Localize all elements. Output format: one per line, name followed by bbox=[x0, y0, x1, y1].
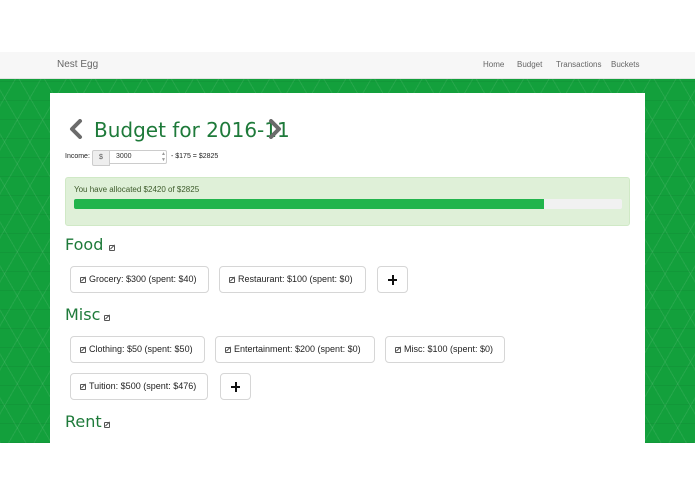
bucket-clothing[interactable]: Clothing: $50 (spent: $50) bbox=[70, 336, 205, 363]
edit-icon[interactable] bbox=[229, 277, 235, 283]
chevron-left-icon[interactable] bbox=[69, 119, 83, 139]
add-bucket-button[interactable] bbox=[220, 373, 251, 400]
currency-addon: $ bbox=[92, 150, 110, 166]
add-bucket-button[interactable] bbox=[377, 266, 408, 293]
nav-home[interactable]: Home bbox=[483, 60, 505, 69]
bucket-tuition[interactable]: Tuition: $500 (spent: $476) bbox=[70, 373, 208, 400]
edit-icon[interactable] bbox=[104, 315, 110, 321]
allocation-progress-bar bbox=[74, 199, 622, 209]
bucket-label: Entertainment: $200 (spent: $0) bbox=[234, 344, 361, 354]
nav-budget[interactable]: Budget bbox=[517, 60, 543, 69]
top-navbar: Nest Egg Home Budget Transactions Bucket… bbox=[0, 52, 695, 79]
category-title-rent: Rent bbox=[65, 412, 102, 431]
income-calculation: - $175 = $2825 bbox=[171, 153, 219, 160]
page-title: Budget for 2016-11 bbox=[94, 118, 290, 142]
edit-icon[interactable] bbox=[395, 347, 401, 353]
income-input[interactable] bbox=[109, 150, 167, 164]
income-label: Income: bbox=[65, 153, 90, 160]
budget-panel: Budget for 2016-11 Income: $ ▲▼ - $175 =… bbox=[50, 93, 645, 443]
bucket-label: Tuition: $500 (spent: $476) bbox=[89, 381, 197, 391]
bucket-label: Clothing: $50 (spent: $50) bbox=[89, 344, 193, 354]
bucket-label: Grocery: $300 (spent: $40) bbox=[89, 274, 197, 284]
bucket-entertainment[interactable]: Entertainment: $200 (spent: $0) bbox=[215, 336, 375, 363]
edit-icon[interactable] bbox=[109, 245, 115, 251]
bucket-misc[interactable]: Misc: $100 (spent: $0) bbox=[385, 336, 505, 363]
allocation-progress-fill bbox=[74, 199, 544, 209]
allocation-text: You have allocated $2420 of $2825 bbox=[74, 185, 200, 194]
bucket-grocery[interactable]: Grocery: $300 (spent: $40) bbox=[70, 266, 209, 293]
edit-icon[interactable] bbox=[80, 384, 86, 390]
edit-icon[interactable] bbox=[225, 347, 231, 353]
bucket-label: Restaurant: $100 (spent: $0) bbox=[238, 274, 353, 284]
brand-logo-text[interactable]: Nest Egg bbox=[57, 59, 99, 70]
bucket-label: Misc: $100 (spent: $0) bbox=[404, 344, 494, 354]
nav-buckets[interactable]: Buckets bbox=[611, 60, 640, 69]
chevron-right-icon[interactable] bbox=[268, 119, 282, 139]
category-title-misc: Misc bbox=[65, 305, 101, 324]
spinner-arrows-icon[interactable]: ▲ ▼ bbox=[161, 151, 166, 163]
category-title-food: Food bbox=[65, 235, 104, 254]
nav-transactions[interactable]: Transactions bbox=[556, 60, 602, 69]
bucket-restaurant[interactable]: Restaurant: $100 (spent: $0) bbox=[219, 266, 366, 293]
edit-icon[interactable] bbox=[80, 347, 86, 353]
edit-icon[interactable] bbox=[104, 422, 110, 428]
allocation-alert: You have allocated $2420 of $2825 bbox=[65, 177, 630, 226]
edit-icon[interactable] bbox=[80, 277, 86, 283]
